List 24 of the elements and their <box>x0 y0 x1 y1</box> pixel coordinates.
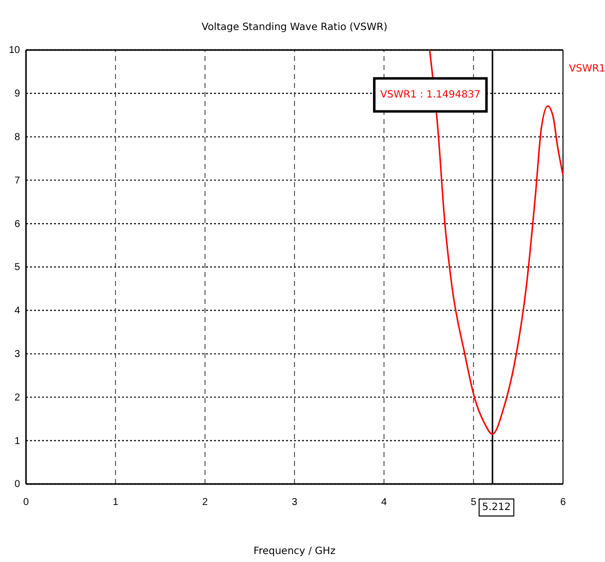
y-tick-label: 5 <box>14 262 20 274</box>
y-tick-label: 4 <box>14 306 20 317</box>
chart-title: Voltage Standing Wave Ratio (VSWR) <box>202 22 388 33</box>
ref-line-label: 5.212 <box>482 502 511 513</box>
line-series <box>428 49 564 435</box>
y-tick-label: 10 <box>8 45 20 56</box>
y-tick-label: 9 <box>14 88 20 100</box>
annotation: VSWR1 : 1.1494837 <box>380 89 480 100</box>
text: VSWR1 <box>569 64 605 75</box>
x-tick-label: 5 <box>470 497 477 508</box>
y-tick-label: 7 <box>14 175 20 186</box>
y-tick-label: 1 <box>14 436 20 447</box>
x-tick-label: 4 <box>381 497 388 508</box>
y-tick-label: 3 <box>14 349 20 360</box>
y-tick-label: 2 <box>14 392 20 404</box>
x-tick-label: 2 <box>202 497 208 508</box>
x-tick-label: 3 <box>292 497 298 508</box>
x-axis-title: Frequency / GHz <box>254 546 336 557</box>
y-tick-label: 6 <box>14 218 20 230</box>
x-tick-label: 6 <box>560 497 566 508</box>
y-tick-label: 0 <box>14 479 20 490</box>
x-tick-label: 0 <box>23 497 30 508</box>
y-tick-label: 8 <box>14 132 20 143</box>
x-tick-label: 1 <box>112 497 119 508</box>
